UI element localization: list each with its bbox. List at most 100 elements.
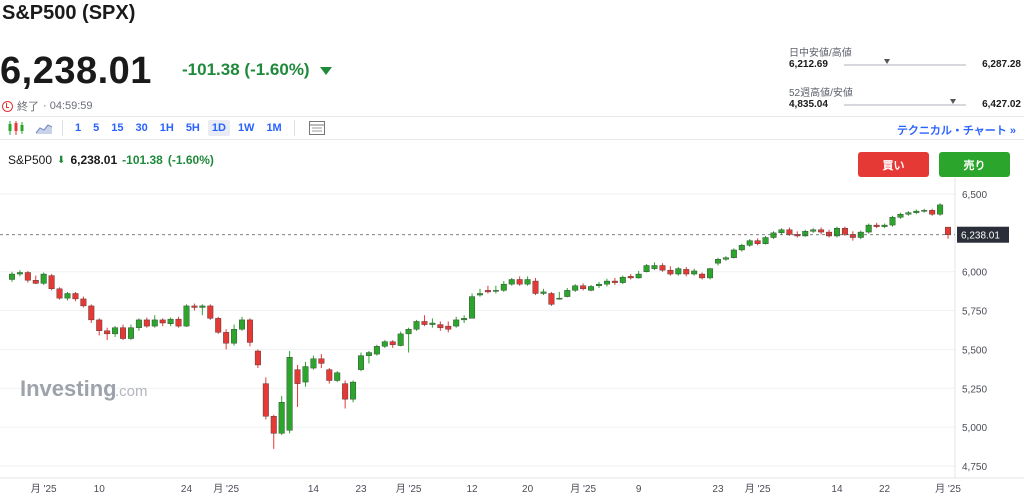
candle-body <box>627 276 634 279</box>
candle-body <box>326 369 333 381</box>
timeframe-1h[interactable]: 1H <box>159 122 174 134</box>
x-tick-label: 23 <box>712 484 724 495</box>
technical-chart-link[interactable]: テクニカル・チャート » <box>896 125 1016 137</box>
candle-body <box>881 224 888 227</box>
candle-body <box>80 298 87 307</box>
x-tick-label: 月 '25 <box>31 483 57 495</box>
candle-body <box>659 265 666 271</box>
candle-body <box>754 240 761 244</box>
candle-body <box>437 324 444 328</box>
candlestick-chart[interactable]: Investing .com 6,500 6,000 5,750 5,500 5,250… <box>0 178 1024 498</box>
candle-body <box>643 265 650 272</box>
timeframe-5h[interactable]: 5H <box>185 122 200 134</box>
candle-body <box>231 329 238 344</box>
y-tick-label: 5,000 <box>962 423 987 434</box>
candle-body <box>905 212 912 215</box>
buy-button[interactable]: 買い <box>858 152 929 177</box>
week52-low: 4,835.04 <box>789 99 828 110</box>
candle-body <box>484 290 491 293</box>
watermark-brand: Investing <box>20 376 117 401</box>
x-tick-label: 月 '25 <box>396 483 422 495</box>
candle-body <box>413 321 420 330</box>
candle-body <box>619 276 626 283</box>
candle-body <box>651 265 658 269</box>
timeframe-15[interactable]: 15 <box>111 122 124 134</box>
candle-body <box>572 285 579 291</box>
legend-change: -101.38 <box>122 153 163 167</box>
y-tick-label: 5,750 <box>962 307 987 318</box>
candle-body <box>8 273 15 280</box>
candle-body <box>778 229 785 234</box>
week52-range-label: 52週高値/安値 <box>789 88 853 99</box>
candle-body <box>365 352 372 356</box>
timeframe-5[interactable]: 5 <box>93 122 100 134</box>
candle-body <box>16 272 23 275</box>
timeframe-1w[interactable]: 1W <box>237 122 255 134</box>
candle-body <box>389 341 396 345</box>
y-axis: 6,500 6,000 5,750 5,500 5,250 5,000 4,750 <box>0 178 1024 479</box>
x-tick-label: 14 <box>308 484 320 495</box>
timeframe-1[interactable]: 1 <box>75 122 82 134</box>
candle-body <box>524 279 531 285</box>
candle-body <box>334 372 341 381</box>
timeframe-1d[interactable]: 1D <box>207 120 230 136</box>
candle-body <box>588 286 595 291</box>
week52-high: 6,427.02 <box>982 99 1021 110</box>
area-chart-icon[interactable] <box>32 118 56 138</box>
candle-body <box>516 279 523 285</box>
candle-body <box>135 319 142 328</box>
candle-body <box>143 319 150 327</box>
candle-body <box>215 318 222 333</box>
candle-body <box>310 358 317 369</box>
price-change: -101.38 (-1.60%) <box>182 60 333 80</box>
timeframe-1m[interactable]: 1M <box>266 122 282 134</box>
candle-body <box>603 280 610 285</box>
candle-body <box>96 319 103 331</box>
chart-legend: S&P500 ⬇ 6,238.01 -101.38 (-1.60%) <box>8 153 214 167</box>
x-tick-label: 10 <box>94 484 106 495</box>
candle-body <box>691 270 698 275</box>
candle-body <box>350 381 357 400</box>
candle-body <box>262 383 269 417</box>
candle-body <box>937 204 944 215</box>
candle-body <box>302 366 309 383</box>
x-tick-label: 12 <box>467 484 479 495</box>
candle-body <box>421 321 428 325</box>
day-range-marker <box>883 59 890 64</box>
candle-body <box>397 333 404 346</box>
sell-button[interactable]: 売り <box>939 152 1010 177</box>
candle-body <box>794 234 801 237</box>
candle-body <box>461 318 468 321</box>
candle-body <box>294 369 301 384</box>
candle-body <box>548 293 555 305</box>
x-tick-label: 月 '25 <box>935 483 961 495</box>
candle-body <box>921 210 928 212</box>
candle-body <box>405 329 412 335</box>
instrument-title: S&P500 (SPX) <box>2 2 136 24</box>
current-price-label: 6,238.01 <box>961 231 1000 242</box>
current-price-badge <box>957 226 1009 243</box>
candle-body <box>913 210 920 213</box>
candle-body <box>683 269 690 275</box>
candle-body <box>278 402 285 434</box>
timeframe-list: 1 5 15 30 1H 5H 1D 1W 1M <box>69 120 288 136</box>
last-price: 6,238.01 <box>0 50 152 92</box>
candlestick-icon[interactable] <box>4 118 28 138</box>
candle-body <box>342 383 349 400</box>
candle-body <box>826 231 833 237</box>
x-tick-label: 月 '25 <box>570 483 596 495</box>
candle-body <box>556 297 563 300</box>
day-high: 6,287.28 <box>982 59 1021 70</box>
chart-toolbar: 1 5 15 30 1H 5H 1D 1W 1M テクニカル・チャート » <box>0 116 1024 140</box>
candle-body <box>929 210 936 215</box>
timeframe-30[interactable]: 30 <box>135 122 148 134</box>
x-tick-label: 23 <box>355 484 367 495</box>
candle-body <box>786 229 793 235</box>
indicator-panel-icon[interactable] <box>305 118 329 138</box>
candle-body <box>802 231 809 237</box>
y-tick-label: 6,500 <box>962 190 987 201</box>
candle-body <box>175 318 182 327</box>
x-tick-label: 月 '25 <box>213 483 239 495</box>
candle-body <box>508 279 515 285</box>
x-tick-label: 22 <box>879 484 891 495</box>
